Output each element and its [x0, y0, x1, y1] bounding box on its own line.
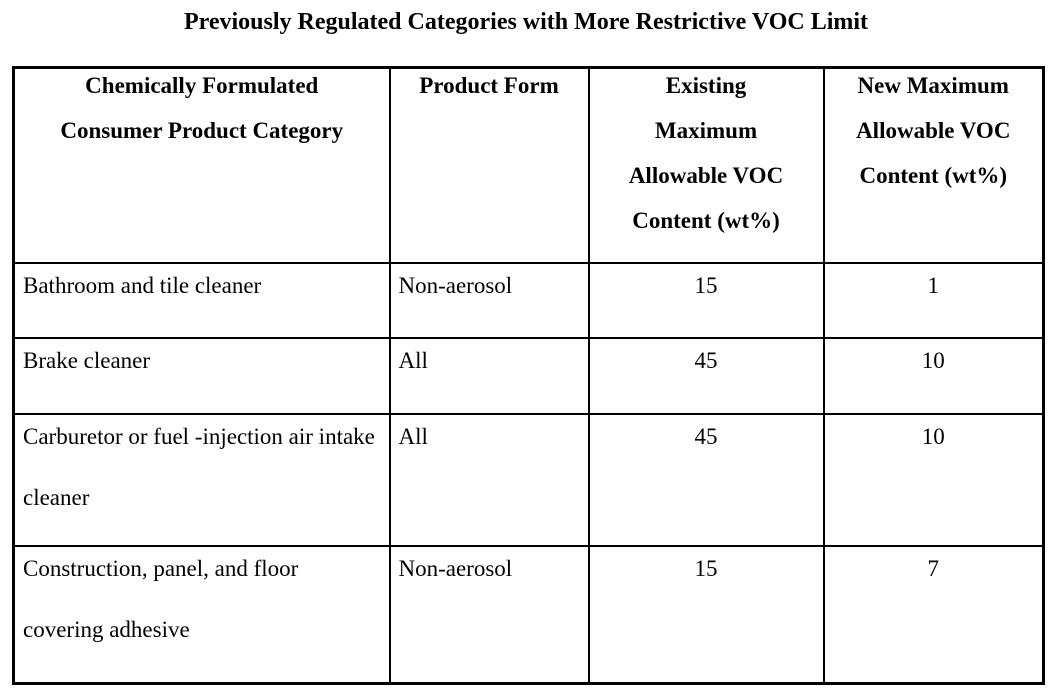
cell-product-form-text: All	[398, 347, 428, 373]
column-header-category: Chemically Formulated Consumer Product C…	[12, 66, 391, 264]
table-row: Bathroom and tile cleaner Non-aerosol 15…	[12, 261, 1045, 339]
cell-new-max: 1	[822, 261, 1045, 339]
cell-existing-max: 15	[587, 544, 825, 685]
cell-product-form: All	[388, 336, 590, 415]
cell-new-max-text: 7	[927, 555, 940, 581]
cell-new-max-text: 1	[927, 272, 940, 298]
cell-category: Construction, panel, and floor covering …	[12, 544, 391, 685]
cell-new-max-text: 10	[921, 347, 945, 373]
column-header-existing-max: Existing Maximum Allowable VOC Content (…	[587, 66, 825, 264]
cell-new-max-text: 10	[921, 423, 945, 449]
column-header-new-max-label: New Maximum Allowable VOC Content (wt%)	[856, 73, 1011, 188]
cell-existing-max-text: 45	[694, 423, 718, 449]
voc-limits-table: Chemically Formulated Consumer Product C…	[12, 66, 1045, 685]
cell-existing-max: 45	[587, 412, 825, 547]
cell-new-max: 10	[822, 412, 1045, 547]
cell-existing-max: 15	[587, 261, 825, 339]
cell-product-form-text: All	[398, 423, 428, 449]
cell-product-form: Non-aerosol	[388, 544, 590, 685]
column-header-existing-max-label: Existing Maximum Allowable VOC Content (…	[628, 73, 784, 233]
table-header-row: Chemically Formulated Consumer Product C…	[12, 66, 1045, 264]
cell-product-form-text: Non-aerosol	[398, 272, 513, 298]
cell-product-form: All	[388, 412, 590, 547]
cell-existing-max-text: 45	[694, 347, 718, 373]
table-row: Brake cleaner All 45 10	[12, 336, 1045, 415]
cell-existing-max: 45	[587, 336, 825, 415]
table-title: Previously Regulated Categories with Mor…	[183, 9, 869, 35]
column-header-product-form-label: Product Form	[419, 73, 559, 98]
cell-existing-max-text: 15	[694, 555, 718, 581]
table-row: Carburetor or fuel -injection air intake…	[12, 412, 1045, 547]
column-header-product-form: Product Form	[388, 66, 590, 264]
cell-existing-max-text: 15	[694, 272, 718, 298]
cell-category: Carburetor or fuel -injection air intake…	[12, 412, 391, 547]
cell-category-text: Brake cleaner	[23, 347, 151, 373]
column-header-new-max: New Maximum Allowable VOC Content (wt%)	[822, 66, 1045, 264]
cell-category: Brake cleaner	[12, 336, 391, 415]
cell-new-max: 10	[822, 336, 1045, 415]
column-header-category-label: Chemically Formulated Consumer Product C…	[60, 73, 344, 143]
cell-category-text: Bathroom and tile cleaner	[23, 272, 262, 298]
cell-category-text: Carburetor or fuel -injection air intake…	[23, 423, 375, 510]
cell-category-text: Construction, panel, and floor covering …	[23, 555, 299, 642]
cell-product-form: Non-aerosol	[388, 261, 590, 339]
cell-category: Bathroom and tile cleaner	[12, 261, 391, 339]
cell-product-form-text: Non-aerosol	[398, 555, 513, 581]
cell-new-max: 7	[822, 544, 1045, 685]
table-row: Construction, panel, and floor covering …	[12, 544, 1045, 685]
